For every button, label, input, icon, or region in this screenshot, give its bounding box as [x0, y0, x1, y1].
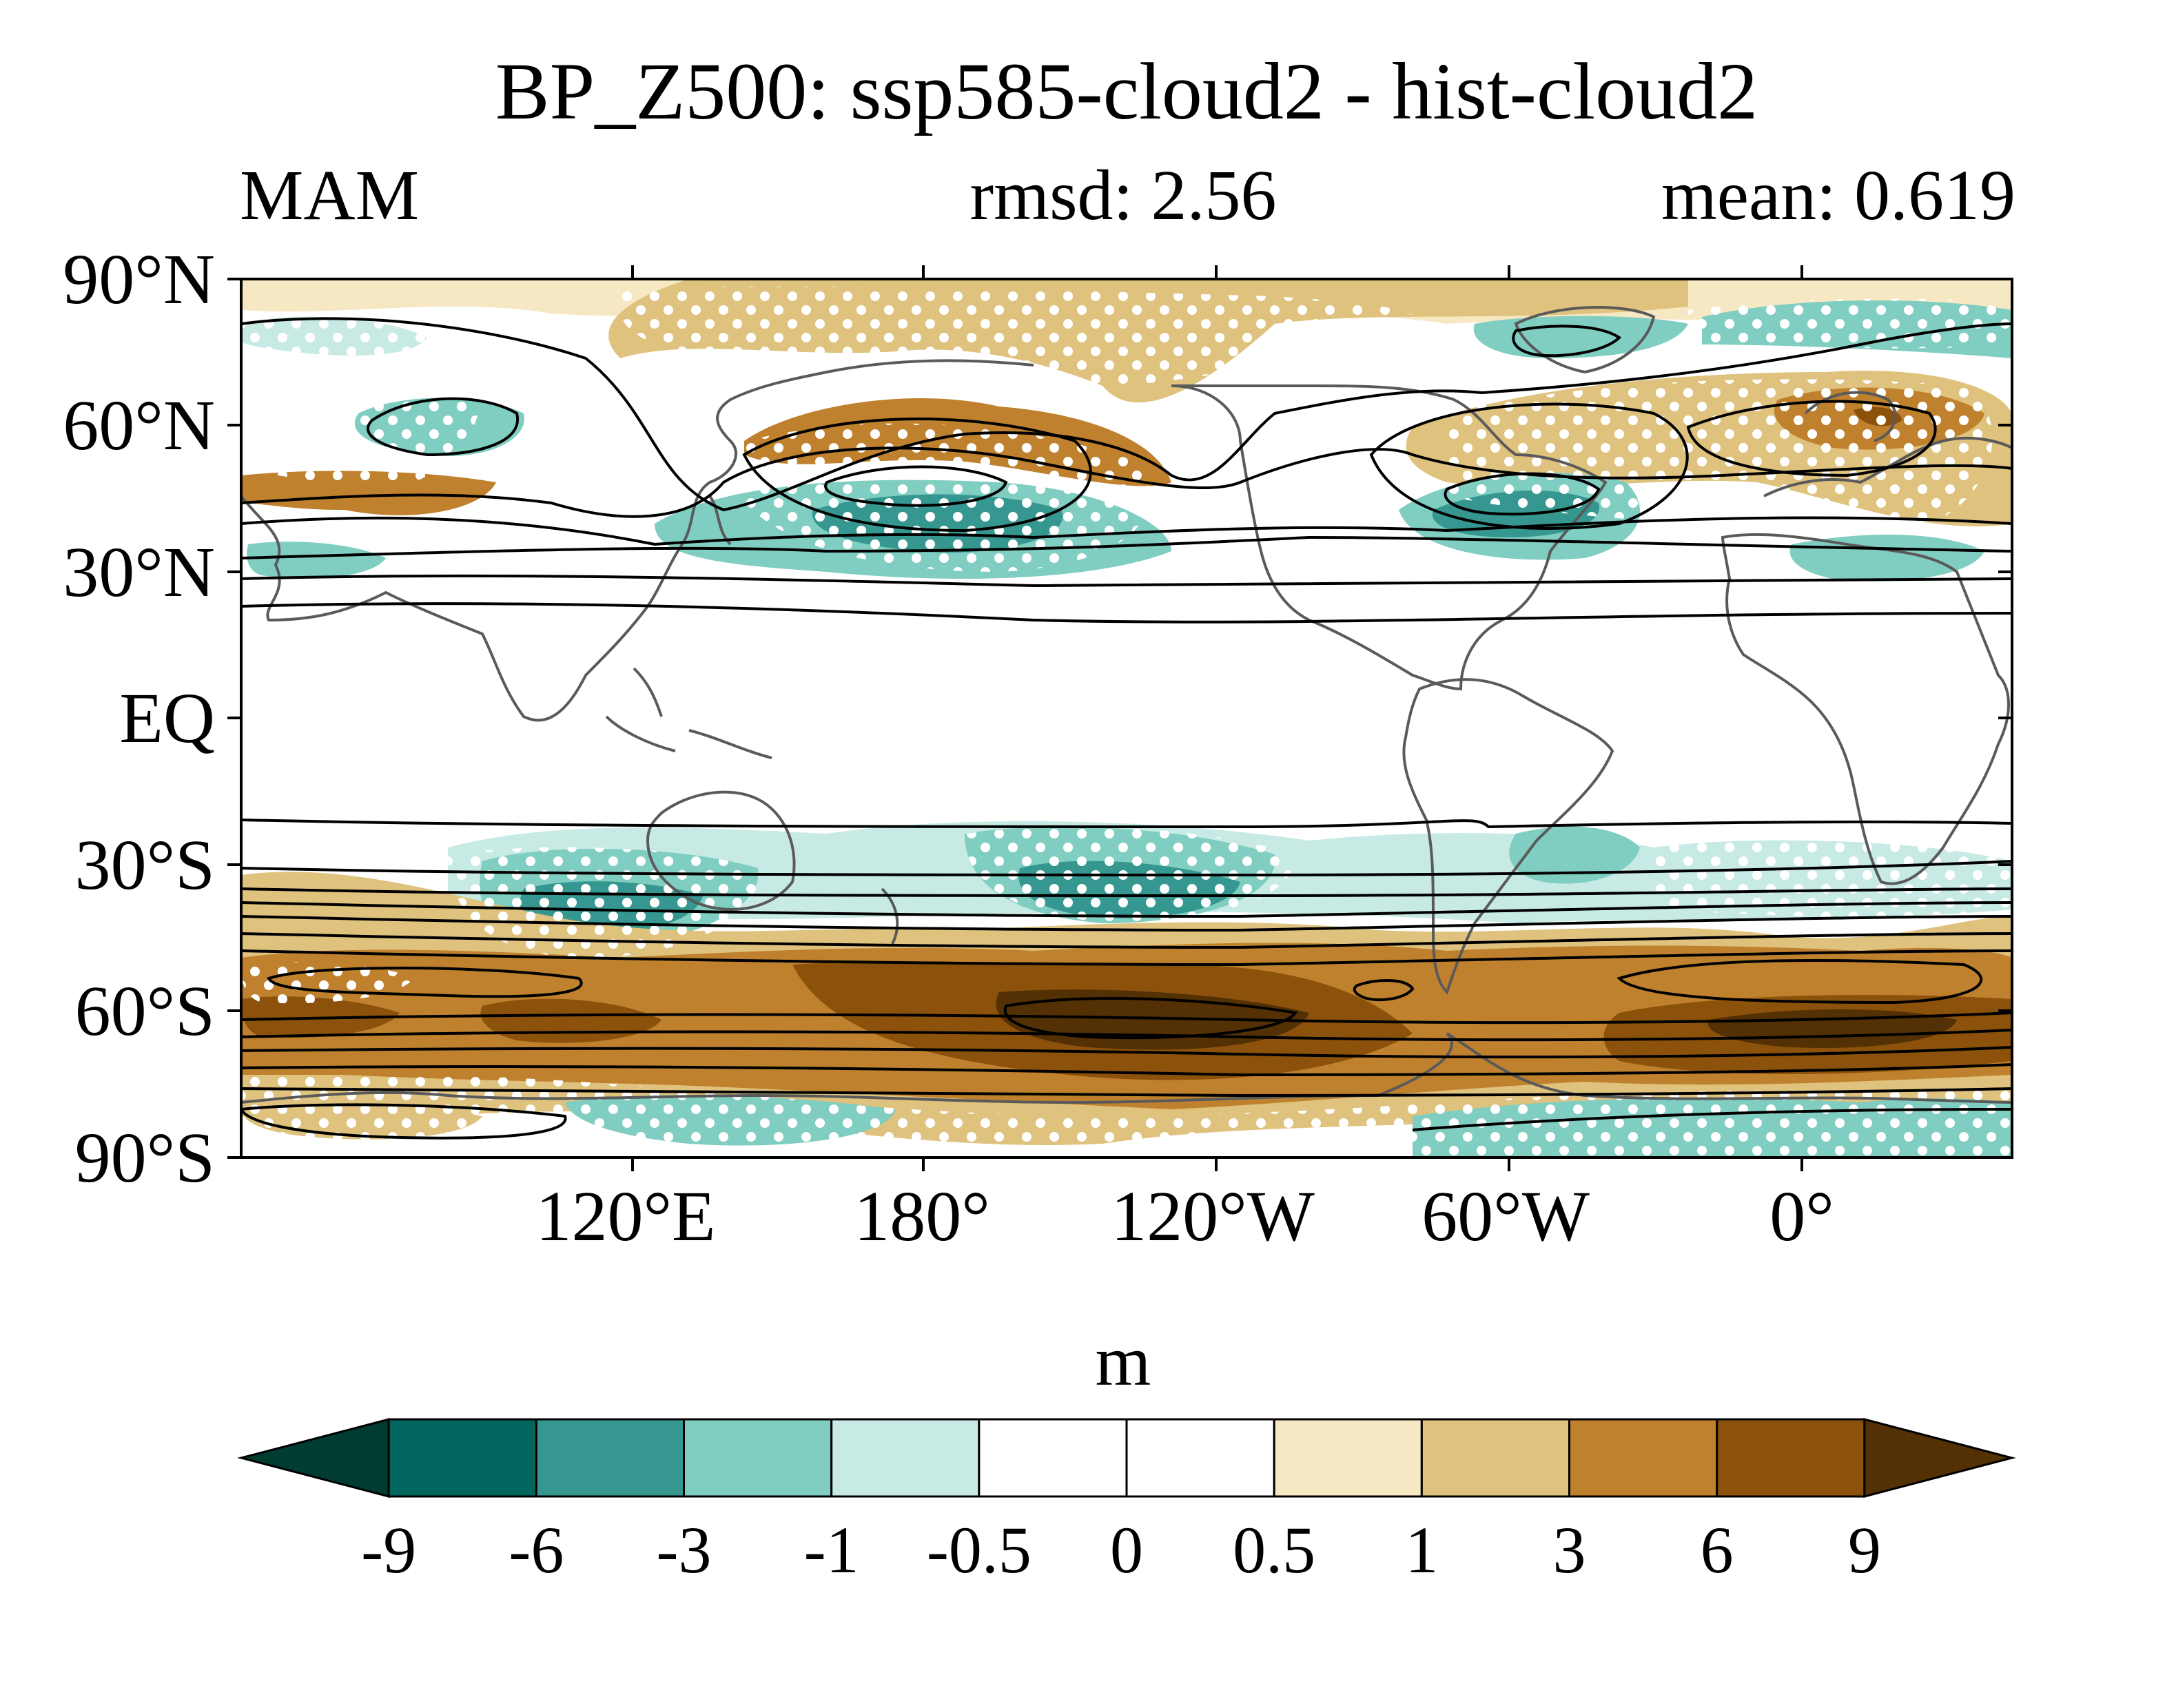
contour-ring-north-pacific [824, 465, 1008, 507]
contour-north-2 [241, 574, 2012, 588]
lon-label-0: 0° [1769, 1177, 1834, 1256]
lat-label-90s: 90°S [75, 1118, 215, 1197]
coastline-maritime [605, 667, 772, 759]
map-ticks [227, 265, 2012, 1171]
contour-south-5 [241, 915, 2012, 932]
contour-ring-atlantic-outer [1369, 402, 1689, 530]
lon-label-120e: 120°E [535, 1177, 715, 1256]
contour-north-4 [241, 516, 2012, 546]
lon-label-120w: 120°W [1111, 1177, 1315, 1256]
colorbar-box [1273, 1418, 1423, 1498]
south-atlantic-negative [1509, 826, 1640, 884]
colorbar-box [683, 1418, 833, 1498]
colorbar-tick-label: 0.5 [1233, 1513, 1315, 1587]
eurasia-positive [241, 471, 496, 515]
coastline-australia [646, 790, 796, 911]
contour-south-10 [241, 1046, 2012, 1059]
colorbar-box [387, 1418, 537, 1498]
contour-ring-europe [1686, 400, 1937, 477]
contour-north-1 [241, 602, 2012, 624]
stippling-southern-atlantic [1654, 831, 2012, 920]
contour-ring-drake [1353, 979, 1415, 1002]
stippling-siberia [241, 314, 482, 484]
contour-south-1 [241, 819, 2012, 829]
coastline-eurasia [241, 359, 1034, 722]
contour-south-2 [241, 860, 2012, 877]
contour-ring-greenland [1512, 325, 1622, 358]
contour-south-7 [241, 949, 2012, 967]
lat-label-60n: 60°N [63, 386, 215, 465]
lat-label-30n: 30°N [63, 533, 215, 612]
contour-ring-atlantic-south [1617, 959, 1983, 1005]
colorbar-tick-label: 3 [1553, 1513, 1586, 1587]
lon-label-60w: 60°W [1422, 1177, 1590, 1256]
lon-labels: 120°E 180° 120°W 60°W 0° [535, 1177, 1834, 1256]
colorbar-boxes [237, 1418, 2016, 1498]
stippling-arctic [617, 286, 1422, 386]
contour-ring-siberia [367, 397, 520, 457]
lat-label-eq: EQ [119, 679, 215, 758]
coastline-europe [1763, 391, 2012, 497]
contour-ring-south-pacific [1003, 997, 1298, 1040]
colorbar-labels: -9 -6 -3 -1 -0.5 0 0.5 1 3 6 9 [361, 1513, 1881, 1587]
colorbar-tick-label: 1 [1405, 1513, 1438, 1587]
colorbar-tick-label: -1 [804, 1513, 859, 1587]
contour-ring-indian [267, 967, 583, 998]
colorbar-tick-label: -6 [509, 1513, 564, 1587]
colorbar-box [978, 1418, 1128, 1498]
colorbar-tick-label: 0 [1110, 1513, 1143, 1587]
contour-south-3 [241, 887, 2012, 898]
colorbar-extend-high [1863, 1418, 2016, 1498]
colorbar-extend-low [237, 1418, 390, 1498]
colorbar-units: m [1096, 1321, 1151, 1401]
contour-north-5 [241, 446, 2012, 518]
colorbar-box [535, 1418, 685, 1498]
lon-label-180: 180° [854, 1177, 990, 1256]
colorbar-box [1716, 1418, 1866, 1498]
contour-south-4 [241, 901, 2012, 918]
mean-label: mean: 0.619 [1661, 156, 2015, 235]
colorbar-tick-label: -9 [361, 1513, 416, 1587]
stippling-europe [1447, 379, 1993, 526]
colorbar-box [830, 1418, 981, 1498]
rmsd-label: rmsd: 2.56 [970, 156, 1277, 235]
figure-title: BP_Z500: ssp585-cloud2 - hist-cloud2 [495, 46, 1758, 136]
lat-labels: 90°N 60°N 30°N EQ 30°S 60°S 90°S [63, 240, 215, 1197]
colorbar-box [1568, 1418, 1718, 1498]
map-panel: 90°N 60°N 30°N EQ 30°S 60°S 90°S 120°E 1… [63, 240, 2013, 1256]
coastline-antarctica [241, 1032, 2012, 1104]
contour-south-8 [241, 1011, 2012, 1025]
coastline-south-america [1402, 678, 1614, 995]
colorbar-tick-label: -3 [657, 1513, 712, 1587]
contour-ring-antarctic-left [241, 1103, 567, 1140]
colorbar-box [1420, 1418, 1570, 1498]
west-asia-low-negative [247, 542, 386, 579]
lat-label-30s: 30°S [75, 825, 215, 905]
season-label: MAM [240, 156, 419, 235]
contour-ring-atlantic [1444, 472, 1601, 516]
contours [241, 317, 2012, 1140]
colorbar-box [1125, 1418, 1275, 1498]
colorbar: m -9 -6 -3 -1 -0.5 0 0.5 1 3 6 9 [237, 1321, 2016, 1587]
contour-ring-north-pacific-outer [742, 417, 1092, 533]
colorbar-tick-label: 9 [1848, 1513, 1881, 1587]
colorbar-tick-label: 6 [1701, 1513, 1734, 1587]
lat-label-90n: 90°N [63, 240, 215, 319]
stippling-east-atlantic [1688, 298, 2012, 349]
coastline-africa [1721, 533, 2010, 885]
stippling-southern-ocean [241, 1073, 2012, 1157]
lat-label-60s: 60°S [75, 971, 215, 1051]
contour-ring-antarctic-right [1412, 1108, 2012, 1131]
contour-north-6 [241, 317, 2012, 512]
colorbar-tick-label: -0.5 [927, 1513, 1032, 1587]
contour-north-3 [241, 535, 2012, 559]
contour-south-11 [241, 1063, 2012, 1077]
contour-south-12 [241, 1087, 2012, 1098]
contour-south-6 [241, 932, 2012, 949]
